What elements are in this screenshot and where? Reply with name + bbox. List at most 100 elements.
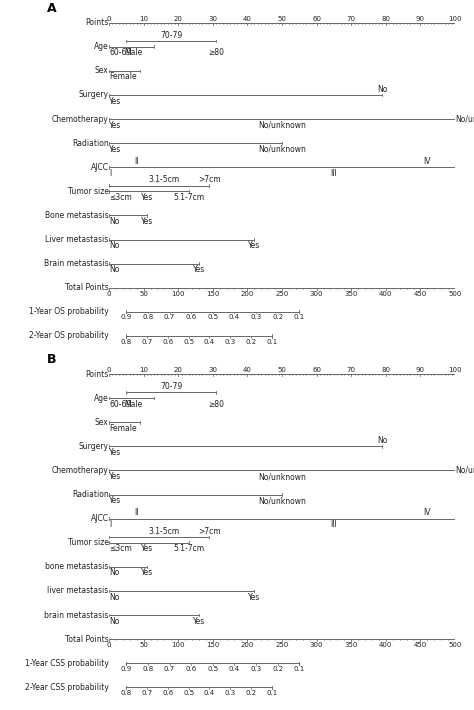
Text: 20: 20 bbox=[174, 16, 182, 21]
Text: 500: 500 bbox=[448, 290, 462, 297]
Text: 2-Year OS probability: 2-Year OS probability bbox=[29, 332, 109, 341]
Text: AJCC: AJCC bbox=[91, 163, 109, 172]
Text: 40: 40 bbox=[243, 16, 252, 21]
Text: 0.5: 0.5 bbox=[207, 666, 219, 672]
Text: 1-Year CSS probability: 1-Year CSS probability bbox=[25, 659, 109, 668]
Text: No/unknown: No/unknown bbox=[258, 496, 306, 506]
Text: Total Points: Total Points bbox=[65, 283, 109, 293]
Text: Yes: Yes bbox=[109, 472, 121, 481]
Text: Chemotherapy: Chemotherapy bbox=[52, 466, 109, 475]
Text: 0.1: 0.1 bbox=[294, 315, 305, 320]
Text: 0.6: 0.6 bbox=[162, 339, 173, 344]
Text: brain metastasis: brain metastasis bbox=[44, 611, 109, 620]
Text: Surgery: Surgery bbox=[79, 442, 109, 451]
Text: Yes: Yes bbox=[248, 593, 261, 601]
Text: 5.1-7cm: 5.1-7cm bbox=[173, 193, 204, 202]
Text: Age: Age bbox=[94, 42, 109, 51]
Text: No: No bbox=[109, 266, 119, 274]
Text: II: II bbox=[135, 508, 139, 518]
Text: 70: 70 bbox=[347, 16, 356, 21]
Text: Bone metastasis: Bone metastasis bbox=[45, 211, 109, 220]
Text: Female: Female bbox=[109, 424, 137, 433]
Text: Tumor size: Tumor size bbox=[68, 538, 109, 547]
Text: Female: Female bbox=[109, 72, 137, 82]
Text: 0: 0 bbox=[107, 642, 111, 648]
Text: 0.7: 0.7 bbox=[164, 315, 175, 320]
Text: 60: 60 bbox=[312, 367, 321, 373]
Text: 0.8: 0.8 bbox=[121, 690, 132, 696]
Text: 50: 50 bbox=[278, 16, 286, 21]
Text: 50: 50 bbox=[139, 290, 148, 297]
Text: 0: 0 bbox=[107, 367, 111, 373]
Text: No: No bbox=[109, 617, 119, 626]
Text: Total Points: Total Points bbox=[65, 635, 109, 644]
Text: 60-69: 60-69 bbox=[109, 400, 131, 409]
Text: 500: 500 bbox=[448, 642, 462, 648]
Text: Sex: Sex bbox=[95, 66, 109, 75]
Text: 0.5: 0.5 bbox=[183, 690, 194, 696]
Text: 100: 100 bbox=[448, 367, 462, 373]
Text: ≤3cm: ≤3cm bbox=[109, 193, 132, 202]
Text: 40: 40 bbox=[243, 367, 252, 373]
Text: Radiation: Radiation bbox=[72, 490, 109, 499]
Text: bone metastasis: bone metastasis bbox=[46, 562, 109, 572]
Text: ≥80: ≥80 bbox=[208, 48, 224, 58]
Text: 70-79: 70-79 bbox=[160, 31, 182, 40]
Text: ≥80: ≥80 bbox=[208, 400, 224, 409]
Text: Tumor size: Tumor size bbox=[68, 187, 109, 196]
Text: No: No bbox=[109, 217, 119, 226]
Text: Yes: Yes bbox=[193, 617, 205, 626]
Text: 150: 150 bbox=[206, 290, 219, 297]
Text: 0.7: 0.7 bbox=[141, 690, 153, 696]
Text: 20: 20 bbox=[174, 367, 182, 373]
Text: 0.3: 0.3 bbox=[225, 690, 236, 696]
Text: III: III bbox=[330, 520, 337, 529]
Text: 10: 10 bbox=[139, 367, 148, 373]
Text: 450: 450 bbox=[414, 642, 427, 648]
Text: 0.3: 0.3 bbox=[225, 339, 236, 344]
Text: 3.1-5cm: 3.1-5cm bbox=[149, 527, 180, 535]
Text: 0.2: 0.2 bbox=[272, 315, 283, 320]
Text: Surgery: Surgery bbox=[79, 90, 109, 99]
Text: No: No bbox=[109, 593, 119, 601]
Text: >7cm: >7cm bbox=[198, 175, 221, 184]
Text: 3.1-5cm: 3.1-5cm bbox=[149, 175, 180, 184]
Text: Brain metastasis: Brain metastasis bbox=[44, 259, 109, 268]
Text: 0.9: 0.9 bbox=[121, 315, 132, 320]
Text: 350: 350 bbox=[345, 642, 358, 648]
Text: AJCC: AJCC bbox=[91, 514, 109, 523]
Text: 0.4: 0.4 bbox=[229, 666, 240, 672]
Text: Yes: Yes bbox=[141, 545, 153, 553]
Text: 30: 30 bbox=[209, 16, 217, 21]
Text: >7cm: >7cm bbox=[198, 527, 221, 535]
Text: Male: Male bbox=[124, 48, 142, 58]
Text: I: I bbox=[109, 520, 111, 529]
Text: 300: 300 bbox=[310, 642, 323, 648]
Text: 0.9: 0.9 bbox=[121, 666, 132, 672]
Text: 90: 90 bbox=[416, 16, 425, 21]
Text: No/unknown: No/unknown bbox=[258, 472, 306, 481]
Text: Male: Male bbox=[124, 400, 142, 409]
Text: No: No bbox=[109, 241, 119, 250]
Text: 10: 10 bbox=[139, 16, 148, 21]
Text: No/unknown: No/unknown bbox=[258, 145, 306, 154]
Text: 350: 350 bbox=[345, 290, 358, 297]
Text: 0.3: 0.3 bbox=[250, 666, 262, 672]
Text: 200: 200 bbox=[241, 290, 254, 297]
Text: 100: 100 bbox=[448, 16, 462, 21]
Text: 0.8: 0.8 bbox=[142, 666, 154, 672]
Text: No/unknown*: No/unknown* bbox=[456, 114, 474, 124]
Text: B: B bbox=[47, 353, 56, 366]
Text: Radiation: Radiation bbox=[72, 138, 109, 148]
Text: liver metastasis: liver metastasis bbox=[47, 586, 109, 596]
Text: 80: 80 bbox=[382, 367, 390, 373]
Text: Points: Points bbox=[85, 18, 109, 27]
Text: No/unknown*: No/unknown* bbox=[456, 466, 474, 475]
Text: No/unknown: No/unknown bbox=[258, 121, 306, 130]
Text: No: No bbox=[377, 84, 388, 94]
Text: Yes: Yes bbox=[109, 496, 121, 506]
Text: 0: 0 bbox=[107, 290, 111, 297]
Text: Yes: Yes bbox=[193, 266, 205, 274]
Text: Chemotherapy: Chemotherapy bbox=[52, 114, 109, 124]
Text: 0.6: 0.6 bbox=[162, 690, 173, 696]
